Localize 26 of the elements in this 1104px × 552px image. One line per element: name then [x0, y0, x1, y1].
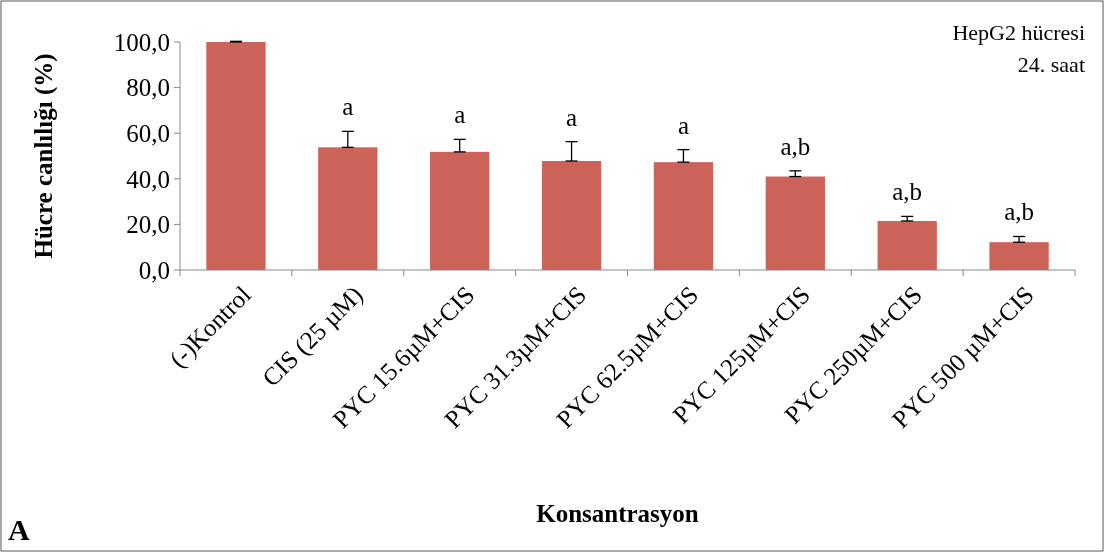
x-axis-title: Konsantrasyon — [536, 500, 699, 527]
data-label: a,b — [1004, 198, 1034, 226]
text: A — [8, 513, 30, 546]
y-tick-label: 0,0 — [138, 256, 170, 284]
bar — [653, 162, 714, 270]
y-tick-label: 100,0 — [113, 28, 170, 56]
bar — [206, 42, 266, 270]
bar — [430, 151, 490, 270]
y-tick-label: 40,0 — [126, 165, 170, 193]
annotation: 24. saat — [1017, 52, 1085, 77]
bar — [877, 220, 937, 270]
data-label: a — [677, 111, 689, 139]
data-label: a — [454, 101, 466, 129]
data-label: a — [342, 93, 354, 121]
bar — [989, 242, 1049, 270]
y-axis-title: Hücre canlılığı (%) — [30, 53, 58, 259]
annotation: HepG2 hücresi — [952, 20, 1085, 45]
data-label: a,b — [780, 132, 811, 160]
data-label: a,b — [892, 178, 923, 206]
bar — [318, 147, 378, 270]
bar — [765, 176, 825, 270]
y-tick-label: 80,0 — [126, 74, 170, 102]
y-tick-label: 60,0 — [126, 119, 170, 147]
y-tick-label: 20,0 — [126, 211, 170, 239]
data-label: a — [566, 103, 578, 131]
bar — [541, 161, 602, 270]
